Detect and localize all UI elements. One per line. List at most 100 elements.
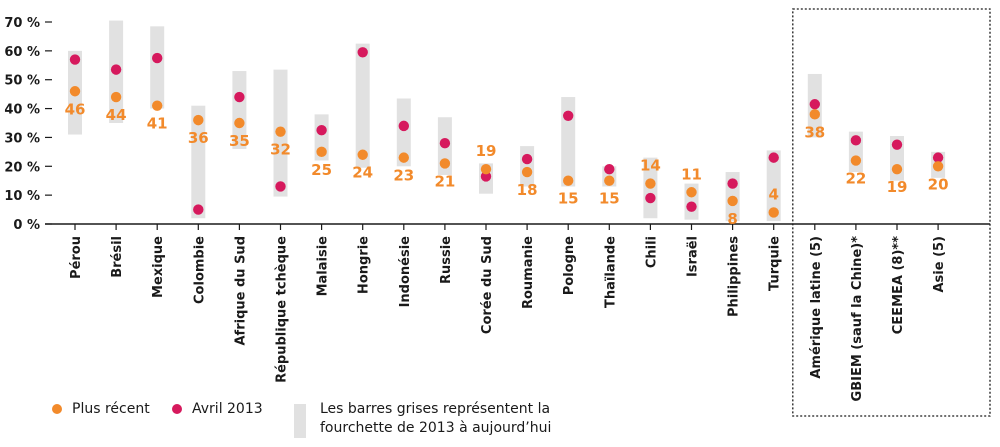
recent-point (686, 187, 697, 198)
category-label: Chili (644, 236, 659, 268)
category-label: Pérou (69, 236, 84, 279)
category-label: Philippines (727, 236, 742, 317)
april2013-point (727, 178, 738, 189)
recent-value-label: 24 (352, 164, 373, 182)
category-label: Turquie (768, 236, 783, 291)
recent-point (439, 158, 451, 169)
recent-point (275, 126, 286, 137)
recent-value-label: 20 (928, 175, 949, 193)
recent-point (891, 163, 903, 175)
recent-point (193, 114, 204, 126)
legend-april2013-dot (172, 404, 182, 414)
recent-point (357, 149, 368, 160)
recent-value-label: 18 (517, 181, 538, 199)
range-bar (232, 71, 247, 149)
recent-point (69, 86, 81, 97)
recent-point (480, 163, 492, 175)
y-tick-label: 60 % (4, 45, 40, 60)
category-label: Russie (439, 236, 454, 284)
recent-value-label: 41 (147, 115, 168, 133)
category-labels: 46 Pérou 44 Brésil 41 Mexique 36 Colombie 35 Afri… (65, 100, 949, 401)
april2013-point (234, 91, 245, 103)
april2013-point (932, 152, 944, 163)
category-label: Corée du Sud (480, 236, 495, 334)
recent-value-label: 14 (640, 157, 661, 175)
y-tick-label: 40 % (4, 103, 40, 118)
recent-value-label: 25 (311, 161, 332, 179)
april2013-point (275, 181, 286, 192)
april2013-point (398, 120, 409, 132)
recent-point (604, 175, 615, 186)
recent-value-label: 4 (768, 185, 778, 203)
legend-range: Les barres grises représentent la fourch… (320, 400, 551, 438)
april2013-point (604, 163, 615, 175)
april2013-point (193, 204, 204, 215)
recent-value-label: 21 (434, 172, 455, 190)
y-tick-label: 70 % (4, 16, 40, 31)
april2013-point (891, 139, 903, 150)
legend-range-line2: fourchette de 2013 à aujourd’hui (320, 420, 552, 436)
april2013-point (110, 64, 122, 75)
recent-value-label: 15 (599, 190, 620, 208)
y-tick-label: 20 % (4, 160, 40, 175)
april2013-point (768, 152, 779, 163)
y-axis: 0 % 10 % 20 % 30 % 40 % 50 % 60 % 70 % (4, 8, 991, 417)
recent-value-label: 8 (727, 210, 737, 228)
april2013-point (69, 54, 81, 65)
legend-range-line1: Les barres grises représentent la (320, 401, 551, 417)
recent-value-label: 46 (65, 100, 86, 118)
data-points (69, 47, 944, 218)
april2013-point (316, 125, 327, 136)
april2013-point (563, 110, 574, 121)
recent-point (727, 195, 738, 207)
category-label: Indonésie (398, 236, 413, 308)
recent-point (398, 152, 409, 163)
category-label: Asie (5) (932, 236, 947, 293)
range-bar (561, 97, 576, 187)
y-tick-label: 0 % (13, 218, 40, 233)
recent-value-label: 35 (229, 132, 250, 150)
april2013-point (480, 171, 492, 182)
y-tick-label: 30 % (4, 131, 40, 146)
recent-point (768, 207, 779, 218)
legend-recent-label: Plus récent (72, 401, 150, 417)
recent-point (152, 100, 163, 111)
category-label: GBIEM (sauf la Chine)* (850, 236, 865, 402)
category-label: Brésil (110, 236, 125, 278)
april2013-point (686, 201, 697, 212)
category-label: Amérique latine (5) (809, 236, 824, 379)
range-bar (396, 98, 411, 167)
recent-point (850, 155, 862, 166)
legend-april2013-label: Avril 2013 (192, 401, 263, 417)
april2013-point (357, 47, 368, 58)
recent-point (645, 178, 656, 189)
recent-point (809, 109, 820, 120)
recent-value-label: 19 (887, 178, 908, 196)
range-bar (150, 26, 165, 109)
april2013-point (439, 138, 451, 149)
recent-value-label: 36 (188, 129, 209, 147)
recent-point (234, 117, 245, 129)
recent-point (521, 166, 533, 178)
category-label: Hongrie (357, 236, 372, 294)
range-bar (355, 43, 370, 168)
recent-point (932, 161, 944, 172)
range-bar (766, 150, 781, 222)
category-label: Pologne (562, 236, 577, 295)
category-label: Afrique du Sud (233, 236, 248, 346)
legend-april2013: Avril 2013 (172, 400, 263, 419)
april2013-point (152, 52, 163, 64)
recent-value-label: 44 (106, 106, 127, 124)
category-label: Mexique (151, 236, 166, 298)
category-label: Thaïlande (603, 236, 618, 308)
april2013-point (850, 135, 862, 146)
recent-value-label: 23 (393, 167, 414, 185)
recent-value-label: 15 (558, 190, 579, 208)
category-label: CEEMEA (8)** (891, 236, 906, 334)
category-label: Malaisie (316, 236, 331, 297)
legend-recent-dot (52, 404, 62, 414)
category-label: Colombie (192, 236, 207, 304)
april2013-point (521, 153, 533, 165)
recent-value-label: 38 (804, 123, 825, 141)
